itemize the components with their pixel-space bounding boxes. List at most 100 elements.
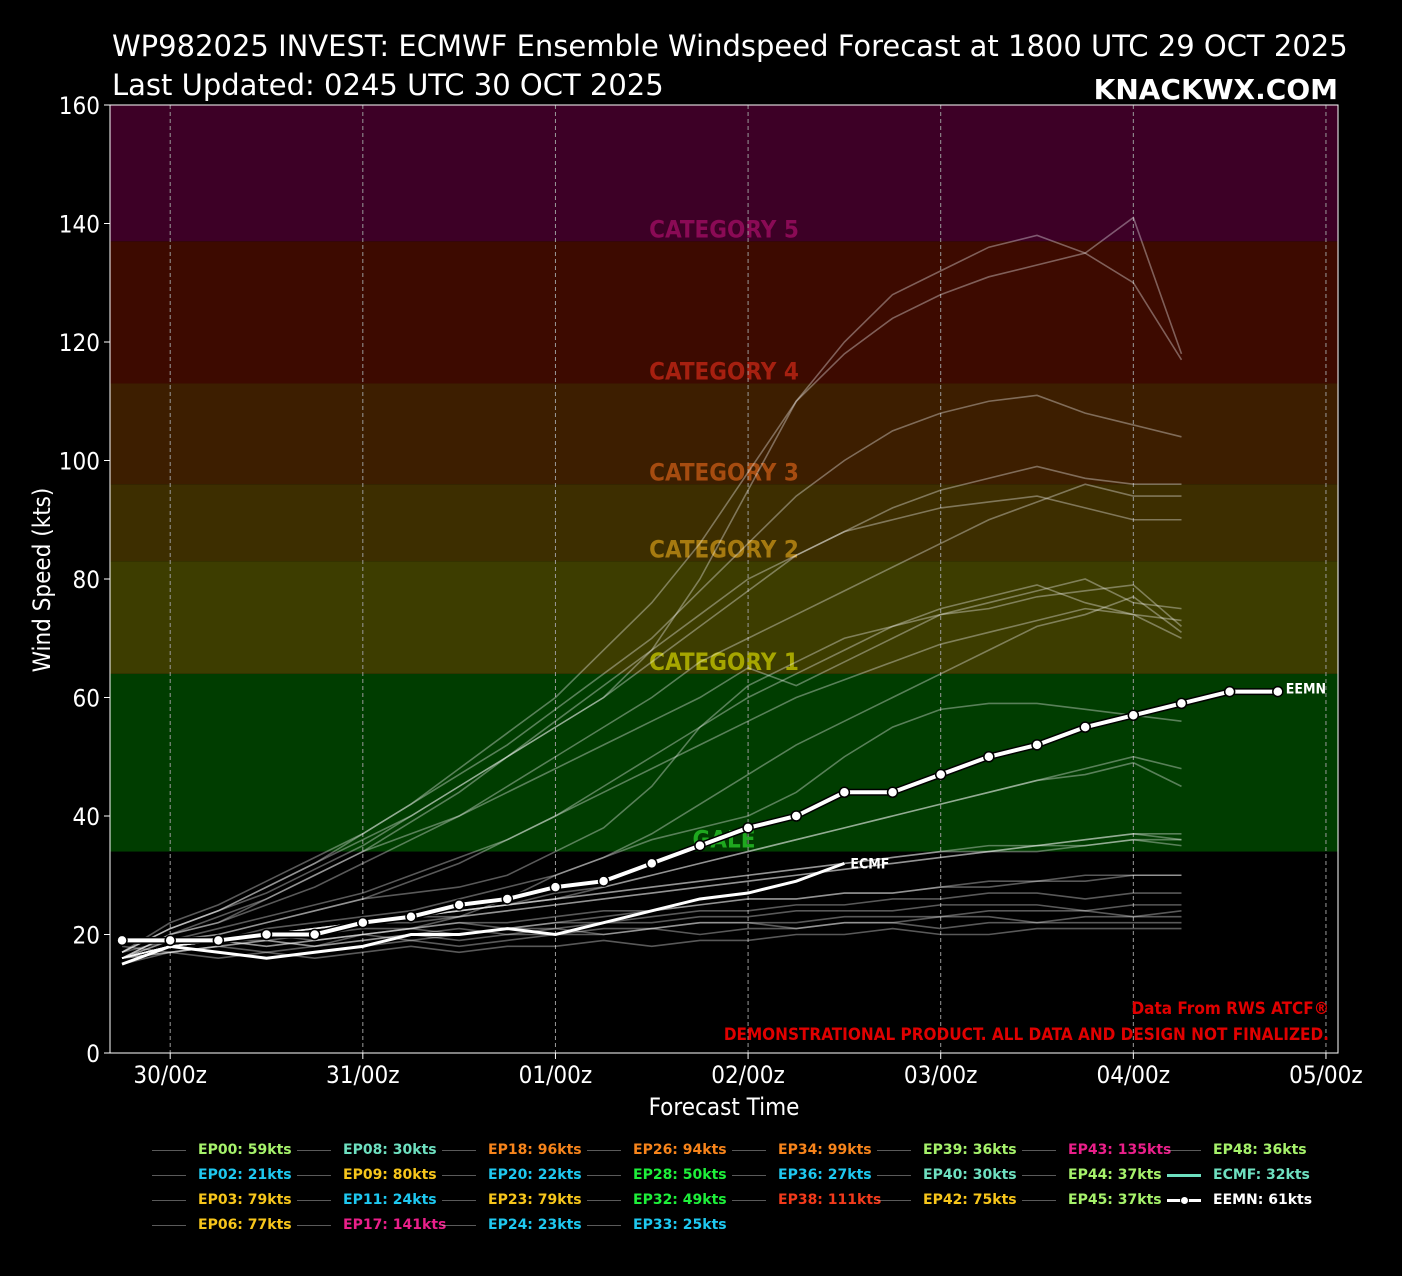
category-band-label: CATEGORY 3 [649,458,799,486]
y-tick-label: 140 [59,211,100,239]
legend-label: EP24: 23kts [488,1217,582,1233]
legend-item: EP42: 75kts [877,1188,1017,1212]
legend-item: EP02: 21kts [152,1163,292,1187]
ensemble-line-ep02 [121,927,1182,965]
legend-line-swatch [587,1174,621,1176]
legend-item: EP45: 37kts [1022,1188,1162,1212]
legend-item: EP08: 30kts [297,1138,437,1162]
eemn-point [1127,709,1140,722]
legend-label: EP32: 49kts [633,1192,727,1208]
legend-line-swatch [297,1149,331,1151]
ensemble-line-ep11 [121,909,1182,959]
legend-label: EP20: 22kts [488,1167,582,1183]
eemn-point [357,916,369,929]
legend-item: EP26: 94kts [587,1138,727,1162]
legend-item: EP48: 36kts [1167,1138,1307,1162]
ensemble-line-ep39 [121,838,1182,959]
eemn-point [838,786,851,799]
disclaimer-note: DEMONSTRATIONAL PRODUCT. ALL DATA AND DE… [724,1025,1329,1045]
ensemble-line-ep34 [121,465,1182,953]
ensemble-line-ep06 [121,595,1182,959]
legend-label: EP06: 77kts [198,1217,292,1233]
legend-line-swatch [297,1199,331,1201]
legend-line-swatch [297,1224,331,1226]
ensemble-line-ep23 [121,584,1182,959]
legend-line-swatch [732,1149,766,1151]
legend-label: EP09: 80kts [343,1167,437,1183]
legend-item: EP23: 79kts [442,1188,582,1212]
y-tick-label: 160 [59,92,100,120]
legend-line-swatch [152,1199,186,1201]
legend-item: EP09: 80kts [297,1163,437,1187]
legend-label: EP42: 75kts [923,1192,1017,1208]
ensemble-line-ep17 [121,216,1183,953]
ensemble-line-ep24 [121,915,1182,959]
legend-line-swatch [587,1199,621,1201]
data-source-note: Data From RWS ATCF® [1131,999,1329,1019]
legend-item: EP00: 59kts [152,1138,292,1162]
eemn-point [1223,685,1236,698]
y-tick-label: 20 [73,922,100,950]
category-band-label: CATEGORY 5 [649,215,799,243]
legend-item: EP36: 27kts [732,1163,872,1187]
ensemble-line-ep36 [121,892,1182,959]
x-tick-label: 04/00z [1097,1061,1171,1089]
legend-label: EP03: 79kts [198,1192,292,1208]
legend-line-swatch [1167,1149,1201,1151]
legend-label: EP34: 99kts [778,1142,872,1158]
legend-item: EP38: 111kts [732,1188,881,1212]
eemn-point [549,881,562,893]
legend-line-swatch [1167,1195,1201,1205]
legend-label: EP40: 30kts [923,1167,1017,1183]
x-tick-label: 02/00z [711,1061,785,1089]
ensemble-line-ep45 [121,832,1182,959]
legend-label: EP26: 94kts [633,1142,727,1158]
y-axis-label: Wind Speed (kts) [28,488,56,673]
legend-item: EP20: 22kts [442,1163,582,1187]
y-tick-label: 60 [73,685,100,713]
category-band-label: CATEGORY 1 [649,648,799,676]
eemn-point [116,934,128,947]
legend-line-swatch [442,1199,476,1201]
eemn-point [694,839,706,852]
legend-label: EP36: 27kts [778,1167,872,1183]
ensemble-line-ep26 [121,495,1182,959]
chart-subtitle: Last Updated: 0245 UTC 30 OCT 2025 [112,68,664,102]
eemn-point [308,928,321,941]
legend-line-swatch [152,1149,186,1151]
legend-line-swatch [1167,1173,1201,1177]
legend-line-swatch [877,1174,911,1176]
legend-label: EP44: 37kts [1068,1167,1162,1183]
legend-label: EP18: 96kts [488,1142,582,1158]
legend-line-swatch [877,1199,911,1201]
legend-label: EP45: 37kts [1068,1192,1162,1208]
eemn-point [597,875,610,887]
ensemble-line-ep42 [121,607,1182,959]
legend-item: EP32: 49kts [587,1188,727,1212]
y-tick-label: 80 [73,566,100,594]
legend-line-swatch [152,1174,186,1176]
ecmf-line [121,861,845,966]
legend-line-swatch [442,1224,476,1226]
legend-item: EP43: 135kts [1022,1138,1171,1162]
legend-line-swatch [587,1224,621,1226]
legend-line-swatch [732,1174,766,1176]
legend-item: EP39: 36kts [877,1138,1017,1162]
legend-label: EP38: 111kts [778,1192,882,1208]
legend-label: ECMF: 32kts [1213,1167,1310,1183]
axes: 0 20 40 60 80 100 120 140 160 30/00z 31/00z 01/00z 0… [59,92,1363,1089]
legend-line-swatch [297,1174,331,1176]
brand-logo-text: KNACKWX.COM [1094,73,1338,106]
legend-label: EEMN: 61kts [1213,1192,1313,1208]
deterministic-and-mean-lines: ECMF EEMN [116,682,1326,966]
ensemble-line-ep28 [121,755,1182,959]
category-band-label: CATEGORY 2 [649,535,799,563]
x-tick-label: 03/00z [904,1061,978,1089]
legend-label: EP28: 50kts [633,1167,727,1183]
eemn-point [742,822,754,834]
legend-item: EP44: 37kts [1022,1163,1162,1187]
eemn-point [983,751,995,763]
legend-item: EP28: 50kts [587,1163,727,1187]
ensemble-line-ep09 [121,578,1182,959]
